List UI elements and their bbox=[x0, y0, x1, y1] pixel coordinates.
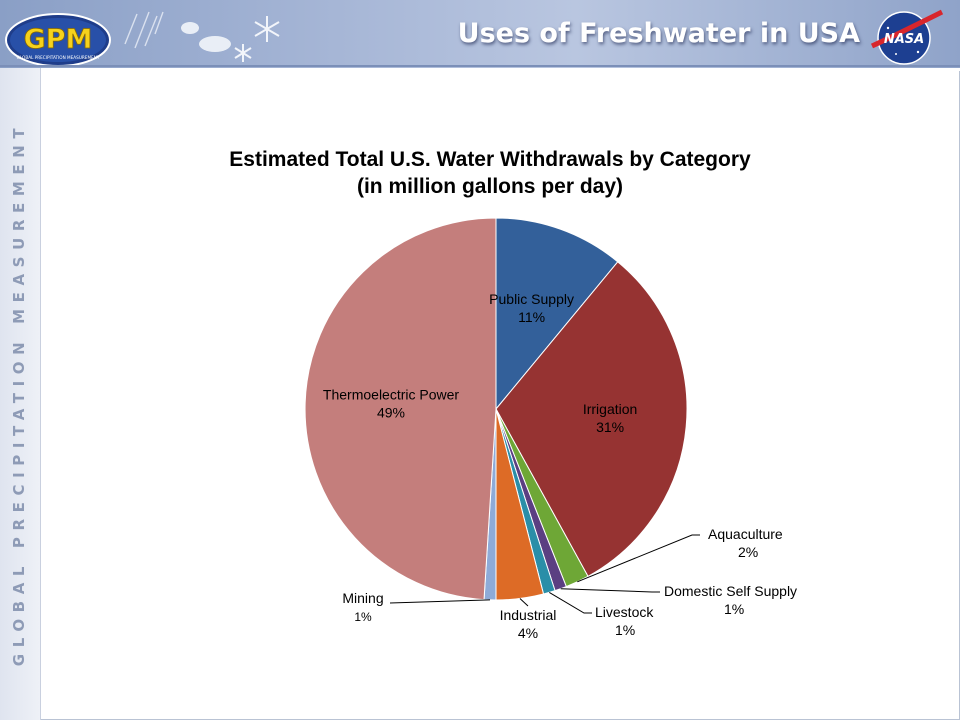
slice-label-industrial: Industrial bbox=[500, 607, 557, 623]
chart-title-line2: (in million gallons per day) bbox=[356, 175, 624, 198]
slice-label-mining: Mining bbox=[342, 590, 383, 606]
weather-decoration bbox=[115, 4, 315, 64]
snowflake-small-icon bbox=[234, 44, 252, 62]
leader-line-livestock bbox=[549, 591, 592, 614]
chart-title: Estimated Total U.S. Water Withdrawals b… bbox=[160, 146, 820, 200]
leader-line-aquaculture bbox=[577, 534, 700, 583]
header-divider bbox=[0, 65, 960, 67]
slice-label-domestic-self-supply: Domestic Self Supply bbox=[664, 583, 797, 599]
slide-title: Uses of Freshwater in USA bbox=[457, 18, 860, 49]
slice-value-industrial: 4% bbox=[518, 625, 538, 641]
slice-label-thermoelectric-power: Thermoelectric Power bbox=[323, 387, 459, 403]
pie-slice-thermoelectric-power bbox=[304, 217, 497, 601]
leader-line-domestic-self-supply bbox=[560, 588, 660, 593]
nasa-logo: NASA bbox=[866, 6, 946, 66]
pie-slice-public-supply bbox=[495, 217, 619, 411]
slice-label-public-supply: Public Supply bbox=[489, 291, 574, 307]
slice-value-mining: 1% bbox=[354, 610, 372, 624]
header-band: GPM GLOBAL PRECIPITATION MEASUREMENT bbox=[0, 0, 960, 71]
gpm-logo-text: GPM bbox=[24, 24, 93, 55]
slice-value-domestic-self-supply: 1% bbox=[724, 601, 744, 617]
leader-line-mining bbox=[389, 599, 491, 604]
slice-value-public-supply: 11% bbox=[518, 309, 545, 325]
gpm-logo-subtext: GLOBAL PRECIPITATION MEASUREMENT bbox=[17, 55, 100, 60]
slice-label-livestock: Livestock bbox=[595, 604, 654, 620]
slice-label-irrigation: Irrigation bbox=[583, 401, 637, 417]
slice-value-irrigation: 31% bbox=[596, 419, 624, 435]
slice-value-livestock: 1% bbox=[615, 622, 635, 638]
chart-title-line1: Estimated Total U.S. Water Withdrawals b… bbox=[229, 148, 751, 171]
slice-value-aquaculture: 2% bbox=[738, 544, 758, 560]
snowflake-icon bbox=[254, 16, 280, 42]
leader-line-industrial bbox=[519, 598, 529, 607]
gpm-logo: GPM GLOBAL PRECIPITATION MEASUREMENT bbox=[4, 12, 112, 68]
side-banner bbox=[0, 68, 41, 720]
nasa-logo-text: NASA bbox=[884, 32, 924, 47]
slice-label-aquaculture: Aquaculture bbox=[708, 526, 783, 542]
slice-value-thermoelectric-power: 49% bbox=[377, 405, 405, 421]
pie-slice-irrigation bbox=[495, 261, 688, 578]
